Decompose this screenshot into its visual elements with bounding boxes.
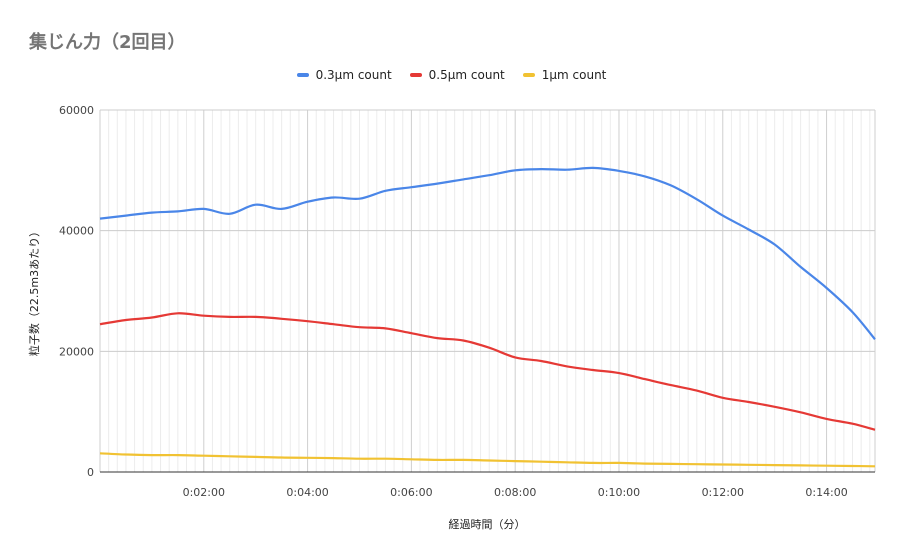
x-tick-label-0: 0:02:00 [183, 486, 225, 499]
legend-item-2[interactable]: 1µm count [522, 68, 607, 82]
legend-item-1[interactable]: 0.5µm count [409, 68, 505, 82]
legend: 0.3µm count 0.5µm count 1µm count [0, 68, 903, 82]
series-group [99, 166, 876, 468]
x-axis-ticks: 0:02:00 0:04:00 0:06:00 0:08:00 0:10:00 0:12:… [183, 486, 848, 499]
y-axis-title: 粒子数（22.5m3あたり） [27, 226, 41, 356]
series-line-2 [99, 452, 876, 468]
legend-label-1: 0.5µm count [428, 68, 505, 82]
y-tick-label-1: 20000 [59, 345, 94, 358]
grid [99, 109, 876, 473]
legend-swatch-2 [522, 73, 535, 77]
x-tick-label-5: 0:12:00 [702, 486, 744, 499]
x-axis-title: 経過時間（分） [449, 518, 526, 531]
y-tick-label-0: 0 [87, 466, 94, 479]
legend-label-2: 1µm count [541, 68, 607, 82]
legend-swatch-1 [409, 73, 422, 77]
y-axis-ticks: 0 20000 40000 60000 [59, 104, 94, 479]
y-tick-label-3: 60000 [59, 104, 94, 117]
chart-title: 集じん力（2回目） [29, 32, 186, 53]
x-tick-label-4: 0:10:00 [598, 486, 640, 499]
legend-swatch-0 [296, 73, 309, 77]
x-tick-label-2: 0:06:00 [390, 486, 432, 499]
series-line-0 [99, 166, 876, 340]
x-tick-label-1: 0:04:00 [286, 486, 328, 499]
legend-item-0[interactable]: 0.3µm count [296, 68, 392, 82]
x-tick-label-6: 0:14:00 [805, 486, 847, 499]
x-tick-label-3: 0:08:00 [494, 486, 536, 499]
legend-label-0: 0.3µm count [315, 68, 392, 82]
series-line-1 [99, 312, 876, 431]
y-tick-label-2: 40000 [59, 225, 94, 238]
